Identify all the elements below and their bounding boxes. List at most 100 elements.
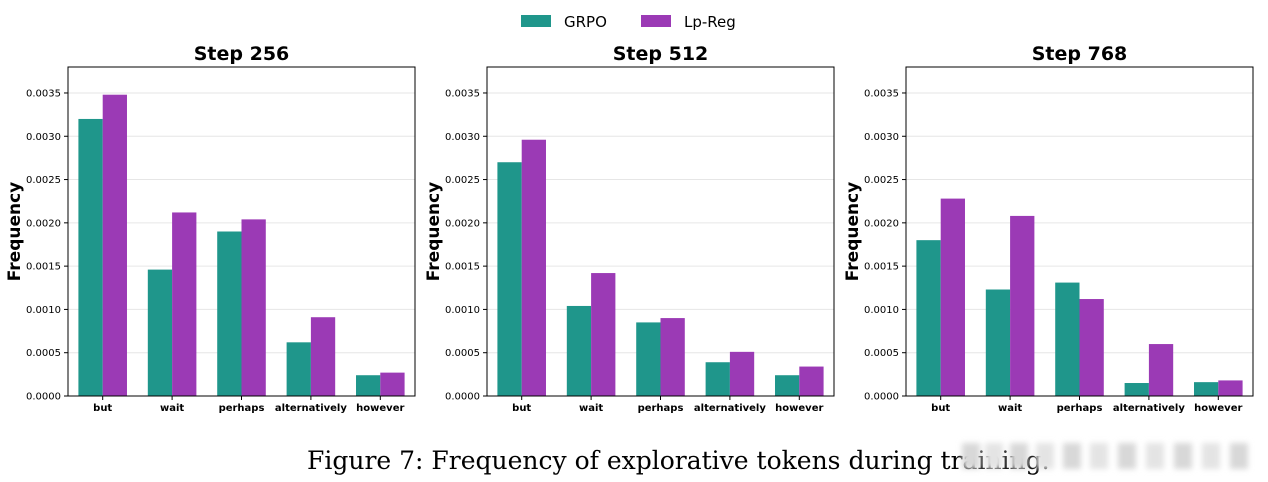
bar-grpo-wait bbox=[985, 289, 1011, 396]
bar-lp-reg-wait bbox=[172, 212, 197, 396]
y-tick-label: 0.0035 bbox=[26, 88, 61, 99]
bar-lp-reg-however bbox=[380, 372, 405, 396]
y-tick-label: 0.0025 bbox=[864, 175, 899, 186]
bar-lp-reg-but bbox=[102, 94, 127, 396]
bar-grpo-alternatively bbox=[1124, 383, 1149, 396]
y-tick-label: 0.0010 bbox=[26, 305, 61, 316]
y-tick-label: 0.0015 bbox=[26, 262, 61, 273]
x-tick-label-however: however bbox=[356, 403, 404, 414]
y-tick-label: 0.0020 bbox=[26, 218, 61, 229]
y-tick-label: 0.0000 bbox=[26, 392, 61, 403]
blur-strip bbox=[1063, 443, 1081, 469]
bar-lp-reg-but bbox=[521, 139, 546, 396]
blur-strip bbox=[1118, 443, 1136, 469]
bar-lp-reg-perhaps bbox=[241, 219, 266, 396]
bar-lp-reg-perhaps bbox=[1079, 299, 1104, 396]
bar-grpo-but bbox=[497, 162, 522, 396]
y-tick-label: 0.0005 bbox=[864, 348, 899, 359]
y-tick-label: 0.0010 bbox=[864, 305, 899, 316]
blur-strip bbox=[1202, 443, 1220, 469]
x-tick-label-alternatively: alternatively bbox=[694, 403, 766, 414]
chart-panel-step-768: 0.0000 0.0005 0.0010 0.0015 0.0020 0.0025 0.00… bbox=[843, 43, 1254, 414]
x-tick-label-alternatively: alternatively bbox=[1113, 403, 1185, 414]
x-tick-label-alternatively: alternatively bbox=[275, 403, 347, 414]
blur-strip bbox=[985, 443, 1003, 469]
y-tick-label: 0.0030 bbox=[26, 132, 61, 143]
blur-strip bbox=[1174, 443, 1192, 469]
bar-lp-reg-wait bbox=[591, 273, 616, 396]
chart-title: Step 768 bbox=[1032, 43, 1128, 65]
x-tick-label-but: but bbox=[931, 403, 950, 414]
chart-title: Step 256 bbox=[194, 43, 290, 65]
bar-grpo-wait bbox=[147, 269, 173, 396]
y-tick-label: 0.0030 bbox=[445, 132, 480, 143]
y-tick-label: 0.0020 bbox=[445, 218, 480, 229]
y-tick-label: 0.0005 bbox=[445, 348, 480, 359]
chart-panels: 0.0000 0.0005 0.0010 0.0015 0.0020 0.0025 0.00… bbox=[5, 43, 1254, 414]
bar-grpo-perhaps bbox=[217, 231, 242, 396]
y-tick-label: 0.0005 bbox=[26, 348, 61, 359]
y-tick-label: 0.0035 bbox=[864, 88, 899, 99]
blur-strip bbox=[1090, 443, 1108, 469]
y-tick-label: 0.0000 bbox=[445, 392, 480, 403]
x-tick-label-wait: wait bbox=[160, 403, 184, 414]
plot-frame bbox=[67, 66, 416, 397]
bar-grpo-perhaps bbox=[1055, 282, 1080, 396]
bar-lp-reg-however bbox=[799, 366, 824, 396]
x-tick-label-perhaps: perhaps bbox=[219, 403, 265, 414]
legend-swatch-lp-reg bbox=[641, 15, 671, 27]
bar-grpo-however bbox=[1194, 382, 1219, 396]
y-tick-label: 0.0025 bbox=[445, 175, 480, 186]
bar-lp-reg-alternatively bbox=[310, 317, 336, 396]
blur-strip bbox=[1010, 443, 1028, 469]
y-axis-label: Frequency bbox=[424, 182, 444, 282]
blur-strip bbox=[962, 443, 980, 469]
blur-strip bbox=[1230, 443, 1248, 469]
chart-panel-step-512: 0.0000 0.0005 0.0010 0.0015 0.0020 0.0025 0.00… bbox=[424, 43, 835, 414]
x-tick-label-however: however bbox=[1194, 403, 1242, 414]
bar-lp-reg-but bbox=[940, 198, 965, 396]
x-tick-label-perhaps: perhaps bbox=[1057, 403, 1103, 414]
bar-lp-reg-alternatively bbox=[1148, 344, 1174, 396]
x-tick-label-perhaps: perhaps bbox=[638, 403, 684, 414]
blur-strip bbox=[1146, 443, 1164, 469]
legend-label-lp-reg: Lp-Reg bbox=[684, 13, 736, 31]
y-axis-label: Frequency bbox=[5, 182, 25, 282]
x-tick-label-but: but bbox=[93, 403, 112, 414]
chart-panel-step-256: 0.0000 0.0005 0.0010 0.0015 0.0020 0.0025 0.00… bbox=[5, 43, 416, 414]
x-tick-label-however: however bbox=[775, 403, 823, 414]
bar-lp-reg-perhaps bbox=[660, 318, 685, 396]
bar-grpo-alternatively bbox=[705, 362, 730, 396]
bar-grpo-alternatively bbox=[286, 342, 311, 396]
bar-grpo-wait bbox=[566, 305, 592, 396]
y-tick-label: 0.0015 bbox=[864, 262, 899, 273]
bar-lp-reg-wait bbox=[1010, 215, 1035, 396]
y-tick-label: 0.0035 bbox=[445, 88, 480, 99]
bar-grpo-perhaps bbox=[636, 322, 661, 396]
chart-title: Step 512 bbox=[613, 43, 709, 65]
y-axis-label: Frequency bbox=[843, 182, 863, 282]
y-tick-label: 0.0025 bbox=[26, 175, 61, 186]
blur-strip bbox=[1036, 443, 1054, 469]
legend-swatch-grpo bbox=[521, 15, 551, 27]
plot-frame bbox=[486, 66, 835, 397]
legend-label-grpo: GRPO bbox=[564, 13, 607, 31]
redacted-blur bbox=[962, 443, 1248, 469]
plot-frame bbox=[905, 66, 1254, 397]
x-tick-label-wait: wait bbox=[579, 403, 603, 414]
x-tick-label-but: but bbox=[512, 403, 531, 414]
bar-lp-reg-alternatively bbox=[729, 351, 755, 396]
y-tick-label: 0.0030 bbox=[864, 132, 899, 143]
bar-grpo-but bbox=[78, 118, 103, 397]
bar-grpo-however bbox=[775, 375, 800, 396]
y-tick-label: 0.0020 bbox=[864, 218, 899, 229]
bar-grpo-however bbox=[356, 375, 381, 396]
bar-lp-reg-however bbox=[1218, 380, 1243, 396]
y-tick-label: 0.0015 bbox=[445, 262, 480, 273]
y-tick-label: 0.0010 bbox=[445, 305, 480, 316]
y-tick-label: 0.0000 bbox=[864, 392, 899, 403]
bar-grpo-but bbox=[916, 240, 941, 396]
x-tick-label-wait: wait bbox=[998, 403, 1022, 414]
legend: GRPO Lp-Reg bbox=[521, 13, 736, 31]
